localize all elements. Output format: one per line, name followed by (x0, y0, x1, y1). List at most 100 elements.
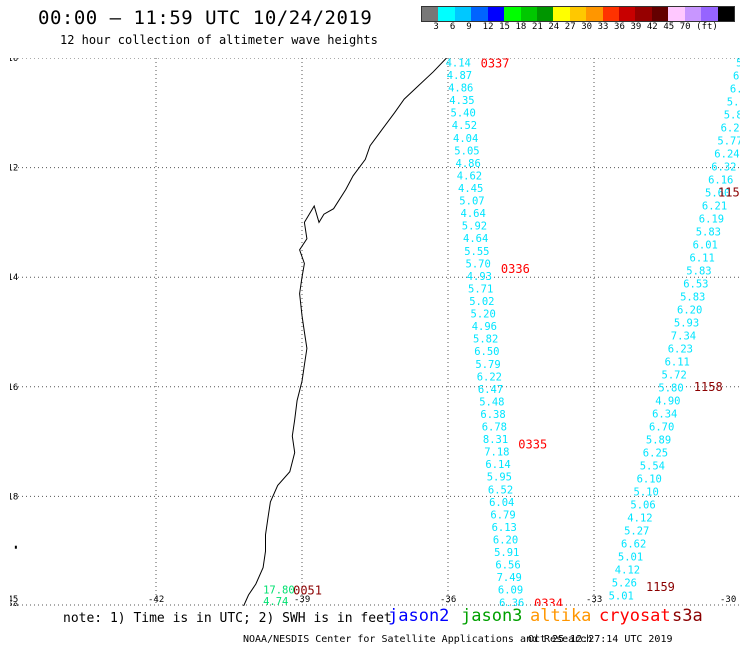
wave-height-label: 5.83 (696, 227, 721, 239)
wave-height-label: 6.62 (621, 539, 646, 551)
color-scale-label: 6 (449, 22, 456, 32)
generated-timestamp: Oct 25 12:27:14 UTC 2019 (528, 634, 673, 645)
wave-height-label: 5.80 (724, 110, 740, 122)
wave-height-label: 4.12 (615, 565, 640, 577)
color-swatch (684, 7, 702, 21)
lat-tick-label: -12 (10, 164, 18, 174)
lon-tick-label: -33 (586, 595, 602, 605)
wave-height-label: 4.86 (448, 83, 473, 95)
wave-height-label: 17.80 (263, 585, 295, 597)
wave-height-label: 5.72 (662, 370, 687, 382)
wave-height-label: 5.07 (459, 196, 484, 208)
wave-height-label: 5.80 (658, 383, 683, 395)
lat-tick-label: -20 (10, 602, 18, 606)
wave-height-label: 5.01 (609, 591, 634, 603)
color-scale-label: 12 (482, 22, 494, 32)
color-scale-label: 15 (499, 22, 510, 32)
color-swatch (586, 7, 603, 21)
island-marker (14, 545, 17, 549)
wave-height-label: 6.78 (482, 422, 507, 434)
legend-jason2: jason2 (388, 606, 450, 626)
wave-height-label: 4.35 (449, 95, 474, 107)
color-swatch (717, 7, 735, 21)
wave-height-label: 5.26 (612, 578, 637, 590)
wave-height-label: 5.92 (462, 221, 487, 233)
footer-note: note: 1) Time is in UTC; 2) SWH is in fe… (63, 611, 392, 626)
wave-height-label: 6.38 (480, 409, 505, 421)
wave-height-label: 5.83 (680, 292, 705, 304)
wave-height-label: 5.02 (469, 296, 494, 308)
wave-height-label: 6.23 (668, 344, 693, 356)
color-scale-label: 18 (515, 22, 527, 32)
legend-s3a: s3a (672, 606, 703, 626)
color-swatch (438, 7, 455, 21)
wave-height-label: 5.40 (451, 108, 476, 120)
color-swatch (454, 7, 472, 21)
wave-height-label: 6.52 (488, 484, 513, 496)
wave-height-label: 4.04 (453, 133, 478, 145)
lon-tick-label: -39 (294, 595, 310, 605)
wave-height-label: 4.64 (461, 208, 486, 220)
wave-height-label: 6.32 (711, 162, 736, 174)
wave-height-label: 5.06 (630, 500, 655, 512)
wave-height-label: 4.86 (456, 158, 481, 170)
wave-height-label: 6.56 (495, 560, 520, 572)
wave-height-label: 6.36 (499, 597, 524, 606)
wave-height-label: 5.54 (640, 461, 665, 473)
lat-tick-label: -10 (10, 58, 18, 64)
color-swatch (553, 7, 570, 21)
wave-height-label: 5.41 (727, 97, 740, 109)
color-scale-label: 70 (679, 22, 691, 32)
wave-height-label: 6.14 (485, 459, 510, 471)
legend-jason3: jason3 (461, 606, 523, 626)
wave-height-label: 5.95 (487, 472, 512, 484)
wave-height-label: 4.96 (472, 321, 497, 333)
wave-height-label: 5.83 (686, 266, 711, 278)
wave-height-label: 4.45 (458, 183, 483, 195)
color-swatch (619, 7, 636, 21)
color-scale-label: 21 (531, 22, 543, 32)
pass-time-label: 0051 (293, 584, 322, 598)
pass-time-label: 0336 (501, 262, 530, 276)
wave-height-label: 6.11 (665, 357, 690, 369)
wave-height-label: 6.09 (498, 585, 523, 597)
wave-height-label: 6.11 (690, 253, 715, 265)
color-swatch (520, 7, 537, 21)
page-title: 00:00 – 11:59 UTC 10/24/2019 (38, 7, 373, 29)
wave-height-label: 4.14 (446, 58, 471, 70)
wave-height-label: 6.20 (493, 535, 518, 547)
wave-height-label: 5.91 (494, 547, 519, 559)
color-scale-label: 39 (630, 22, 642, 32)
wave-height-label: 6.70 (649, 422, 674, 434)
color-swatch (668, 7, 685, 21)
lon-tick-label: -30 (720, 595, 736, 605)
color-scale-label: 27 (564, 22, 576, 32)
color-swatch (569, 7, 587, 21)
pass-time-label: 115 (718, 185, 740, 199)
color-swatch (536, 7, 554, 21)
wave-height-label: 5.71 (468, 283, 493, 295)
color-scale-label: 33 (597, 22, 609, 32)
wave-height-label: 5.70 (466, 258, 491, 270)
wave-height-label: 5.20 (471, 309, 496, 321)
color-swatch (701, 7, 718, 21)
wave-height-label: 6.47 (478, 384, 503, 396)
wave-height-label: 6.79 (490, 509, 515, 521)
wave-height-label: 4.74 (263, 596, 288, 606)
color-scale-label: 45 (663, 22, 675, 32)
coastline (243, 58, 447, 606)
wave-height-label: 4.64 (463, 233, 488, 245)
wave-height-label: 5.48 (479, 396, 504, 408)
wave-height-label: 4.93 (467, 271, 492, 283)
wave-height-label: 5.01 (618, 552, 643, 564)
wave-height-label: 6.21 (702, 201, 727, 213)
wave-height-label: 8.31 (483, 434, 508, 446)
credit-line: NOAA/NESDIS Center for Satellite Applica… (243, 634, 593, 645)
color-swatch (635, 7, 652, 21)
color-scale-label: 24 (548, 22, 560, 32)
pass-time-label: 0335 (518, 437, 547, 451)
legend-altika: altika (530, 606, 592, 626)
lat-tick-label: -16 (10, 383, 18, 393)
color-scale-label: 42 (646, 22, 658, 32)
page-subtitle: 12 hour collection of altimeter wave hei… (60, 33, 378, 47)
